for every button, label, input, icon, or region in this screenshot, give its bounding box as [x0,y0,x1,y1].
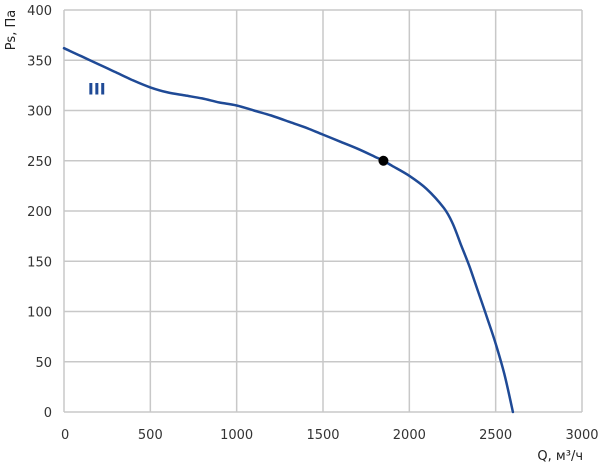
x-axis-title: Q, м³/ч [537,449,583,464]
y-tick-label: 100 [27,306,52,321]
y-tick-label: 300 [27,105,52,120]
y-tick-label: 400 [27,4,52,19]
x-tick-label: 0 [61,428,69,443]
x-axis-ticks: 0 500 1000 1500 2000 2500 3000 [61,428,599,443]
y-axis-ticks: 0 50 100 150 200 250 300 350 400 [27,4,52,421]
operating-point [378,155,389,166]
x-tick-label: 1000 [220,428,253,443]
y-axis-title: Ps, Па [4,10,19,50]
x-tick-label: 500 [138,428,163,443]
x-tick-label: 2500 [479,428,512,443]
y-tick-label: 50 [35,356,52,371]
y-tick-label: 0 [44,406,52,421]
y-tick-label: 150 [27,255,52,270]
grid [63,9,583,413]
y-tick-label: 350 [27,54,52,69]
x-tick-label: 2000 [393,428,426,443]
x-tick-label: 3000 [565,428,598,443]
series-line-iii [62,46,515,414]
y-tick-label: 200 [27,205,52,220]
series-label-iii: III [88,79,106,98]
y-tick-label: 250 [27,155,52,170]
x-tick-label: 1500 [306,428,339,443]
